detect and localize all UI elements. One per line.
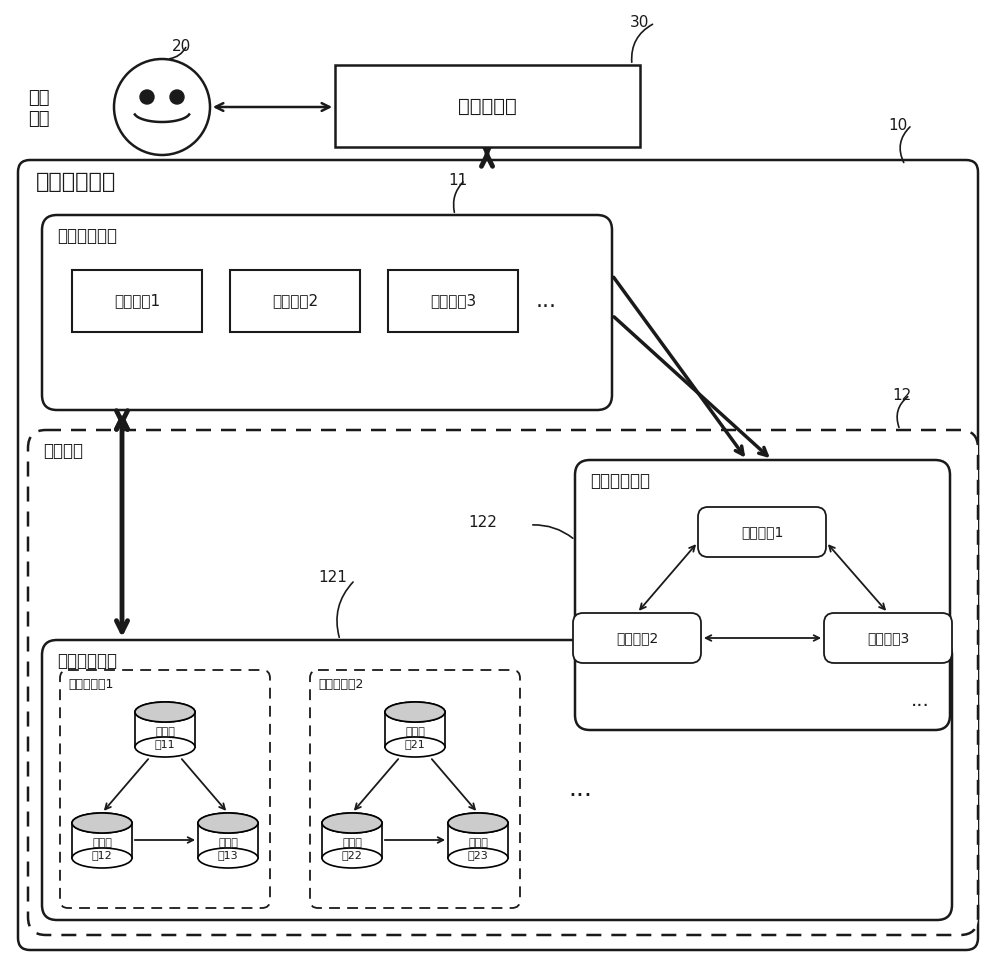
Text: 存储节
点21: 存储节 点21	[405, 727, 425, 748]
Text: 管理节点集群: 管理节点集群	[590, 472, 650, 490]
Text: 存储节点集群: 存储节点集群	[57, 652, 117, 670]
Ellipse shape	[322, 848, 382, 868]
Ellipse shape	[448, 848, 508, 868]
Text: 计算节点1: 计算节点1	[114, 294, 160, 308]
Bar	[385, 712, 445, 747]
Bar	[388, 270, 518, 332]
Bar	[230, 270, 360, 332]
Text: 12: 12	[892, 388, 911, 403]
Ellipse shape	[448, 813, 508, 833]
FancyBboxPatch shape	[18, 160, 978, 950]
Bar	[72, 823, 132, 858]
Bar	[322, 823, 382, 858]
Text: 存储节
点12: 存储节 点12	[92, 838, 112, 860]
Ellipse shape	[72, 848, 132, 868]
Text: 管理节点2: 管理节点2	[616, 631, 658, 645]
Ellipse shape	[448, 813, 508, 833]
Bar	[448, 823, 508, 858]
Ellipse shape	[198, 813, 258, 833]
Ellipse shape	[385, 702, 445, 722]
Text: 30: 30	[630, 15, 649, 30]
Text: 管理节点3: 管理节点3	[867, 631, 909, 645]
Text: 数据处理系统: 数据处理系统	[36, 172, 116, 192]
FancyBboxPatch shape	[42, 640, 952, 920]
Bar	[72, 270, 202, 332]
Circle shape	[140, 90, 154, 104]
Text: 计算节点集群: 计算节点集群	[57, 227, 117, 245]
FancyBboxPatch shape	[573, 613, 701, 663]
Ellipse shape	[135, 737, 195, 757]
Text: 负载均衡器: 负载均衡器	[458, 97, 516, 115]
Text: ...: ...	[911, 690, 929, 710]
Text: 计算节点3: 计算节点3	[430, 294, 476, 308]
Circle shape	[114, 59, 210, 155]
Text: 存储引擎: 存储引擎	[43, 442, 83, 460]
Circle shape	[170, 90, 184, 104]
Ellipse shape	[385, 702, 445, 722]
Text: 10: 10	[888, 118, 907, 133]
Text: 存储节
点11: 存储节 点11	[155, 727, 175, 748]
Text: 计算节点2: 计算节点2	[272, 294, 318, 308]
Bar	[335, 65, 640, 147]
Ellipse shape	[322, 813, 382, 833]
Text: 存储节
点13: 存储节 点13	[218, 838, 238, 860]
Ellipse shape	[198, 813, 258, 833]
FancyBboxPatch shape	[60, 670, 270, 908]
Ellipse shape	[72, 813, 132, 833]
Text: 存储节点组2: 存储节点组2	[318, 678, 363, 691]
Ellipse shape	[135, 702, 195, 722]
Text: 11: 11	[448, 173, 467, 188]
FancyBboxPatch shape	[824, 613, 952, 663]
FancyBboxPatch shape	[42, 215, 612, 410]
Ellipse shape	[385, 737, 445, 757]
FancyBboxPatch shape	[28, 430, 978, 935]
Text: 存储节
点23: 存储节 点23	[468, 838, 488, 860]
Ellipse shape	[198, 848, 258, 868]
Bar	[198, 823, 258, 858]
Ellipse shape	[322, 813, 382, 833]
Text: ...: ...	[536, 291, 557, 311]
Ellipse shape	[72, 813, 132, 833]
Text: 应用
程序: 应用 程序	[28, 89, 50, 128]
Text: 存储节
点22: 存储节 点22	[342, 838, 362, 860]
Ellipse shape	[135, 702, 195, 722]
Text: 存储节点组1: 存储节点组1	[68, 678, 113, 691]
FancyBboxPatch shape	[698, 507, 826, 557]
Text: ...: ...	[568, 777, 592, 801]
Bar	[135, 712, 195, 747]
Text: 122: 122	[468, 515, 497, 530]
Text: 20: 20	[172, 39, 191, 54]
Text: 管理节点1: 管理节点1	[741, 525, 783, 539]
FancyBboxPatch shape	[310, 670, 520, 908]
Text: 121: 121	[318, 570, 347, 585]
FancyBboxPatch shape	[575, 460, 950, 730]
